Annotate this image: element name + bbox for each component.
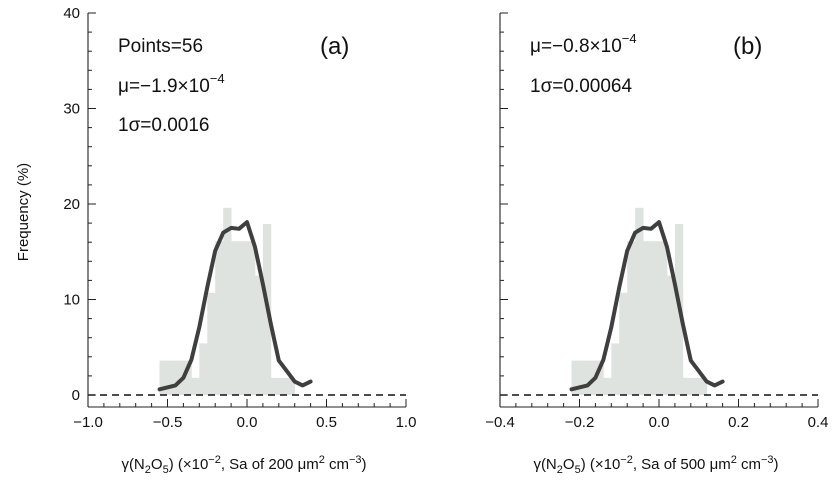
axes-a: 0 10 20 30 40 −1.0 −0.5 0.0 0.5 1.0: [63, 5, 416, 431]
x-axis-label-b: γ(N2O5) (×10−2, Sa of 500 μm2 cm−3): [533, 454, 778, 476]
histogram-bars-b: [571, 207, 708, 395]
x-tick-label-a: −1.0: [73, 414, 103, 431]
y-tick-label: 30: [63, 101, 80, 118]
hist-bar-a-14: [286, 377, 296, 395]
x-tick-label-a: 1.0: [396, 414, 417, 431]
x-tick-label-b: 0.0: [649, 414, 670, 431]
panel-label-b: (b): [733, 33, 762, 60]
hist-bar-b-2: [603, 377, 612, 395]
y-axis-label: Frequency (%): [15, 163, 32, 261]
panel-label-a: (a): [320, 33, 349, 60]
x-tick-label-a: 0.5: [316, 414, 337, 431]
hist-bar-a-2: [191, 377, 200, 395]
hist-bar-a-5: [215, 241, 224, 395]
hist-bar-b-8: [651, 241, 660, 395]
y-tick-label: 40: [63, 5, 80, 22]
hist-bar-a-8: [239, 241, 248, 395]
hist-bar-a-3: [199, 343, 208, 395]
x-tick-label-a: −0.5: [153, 414, 183, 431]
y-tick-label: 0: [72, 387, 80, 404]
sigma-value-b: 1σ=0.00064: [530, 76, 633, 97]
x-tick-label-b: 0.4: [808, 414, 829, 431]
hist-bar-b-10: [666, 275, 676, 395]
sigma-value-a: 1σ=0.0016: [118, 115, 210, 136]
hist-bar-b-5: [627, 241, 636, 395]
hist-bar-b-14: [698, 377, 708, 395]
hist-bar-a-12: [270, 377, 280, 395]
panel-b: −0.4 −0.2 0.0 0.2 0.4 μ=−0.8×10−4 1σ=0.00064…: [485, 12, 829, 476]
hist-bar-a-10: [254, 275, 264, 395]
panel-a: 0 10 20 30 40 −1.0 −0.5 0.0 0.5 1.0 Points=56 μ=−…: [63, 5, 416, 476]
hist-bar-a-13: [278, 377, 288, 395]
x-tick-label-a: 0.0: [237, 414, 258, 431]
histogram-bars-a: [159, 207, 296, 395]
hist-bar-b-12: [682, 377, 692, 395]
gaussian-fit-line-b: [569, 220, 725, 392]
x-tick-label-b: −0.2: [565, 414, 595, 431]
points-count-a: Points=56: [118, 36, 203, 57]
hist-bar-b-6: [635, 207, 644, 395]
hist-bar-a-9: [247, 241, 256, 395]
x-tick-label-b: 0.2: [728, 414, 749, 431]
x-tick-label-b: −0.4: [485, 414, 515, 431]
y-tick-label: 20: [63, 196, 80, 213]
hist-bar-a-6: [223, 207, 232, 395]
gaussian-fit-line-a: [157, 220, 313, 392]
hist-bar-b-3: [611, 343, 620, 395]
hist-bar-b-9: [659, 241, 668, 395]
hist-bar-a-4: [207, 292, 216, 395]
y-tick-label: 10: [63, 292, 80, 309]
axes-b: −0.4 −0.2 0.0 0.2 0.4: [485, 12, 829, 431]
hist-bar-a-7: [231, 241, 240, 395]
mean-value-b: μ=−0.8×10−4: [530, 31, 637, 57]
hist-bar-b-13: [690, 377, 700, 395]
hist-bar-b-4: [619, 292, 628, 395]
x-axis-label-a: γ(N2O5) (×10−2, Sa of 200 μm2 cm−3): [121, 454, 366, 476]
hist-bar-b-7: [643, 241, 652, 395]
mean-value-a: μ=−1.9×10−4: [118, 71, 225, 97]
